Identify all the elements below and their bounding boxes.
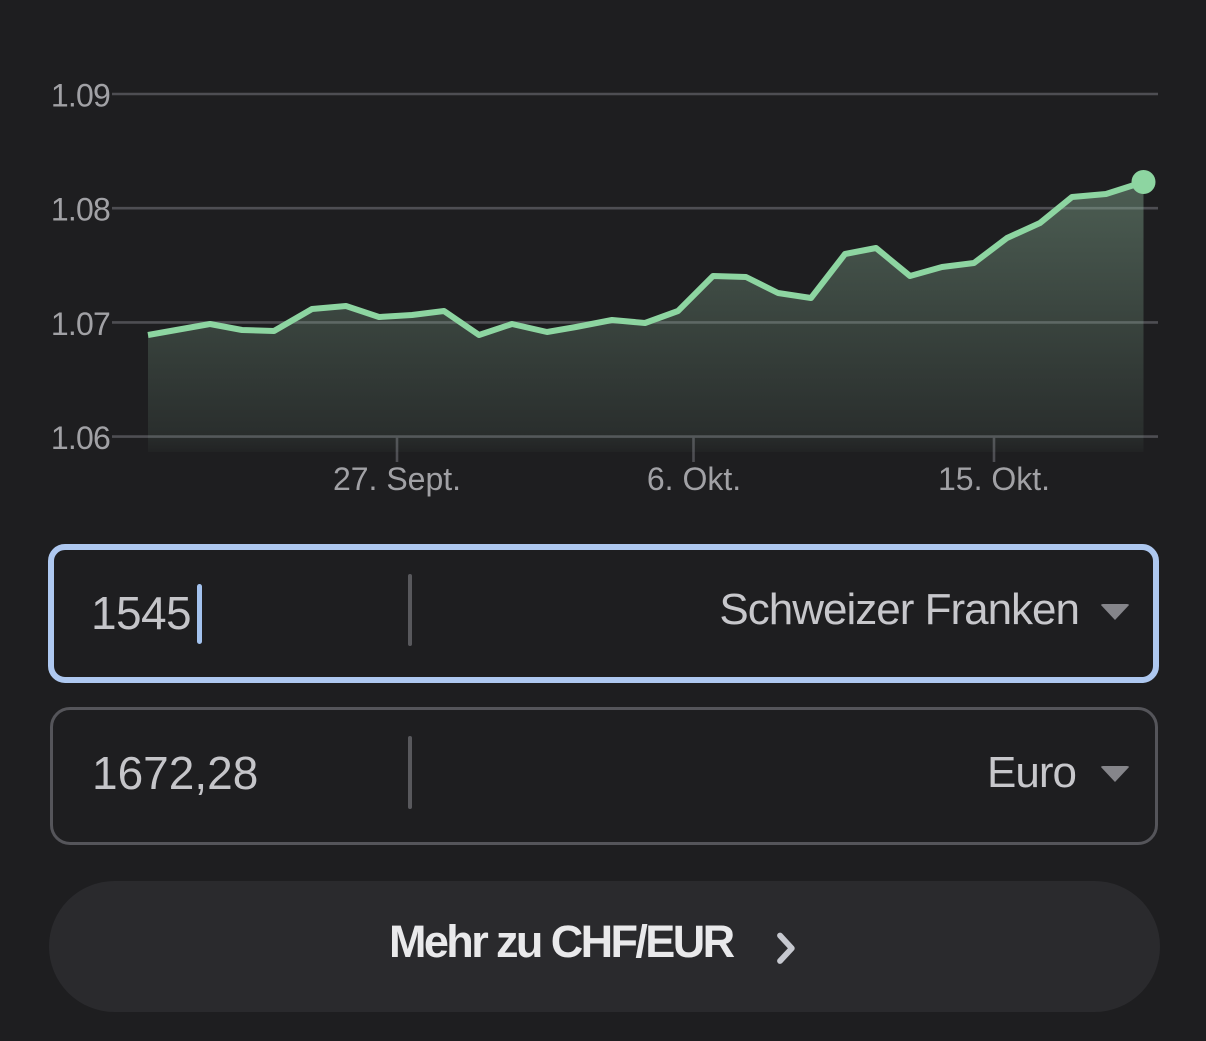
svg-text:27. Sept.: 27. Sept.: [333, 461, 461, 497]
svg-text:15. Okt.: 15. Okt.: [938, 461, 1050, 497]
svg-text:1.08: 1.08: [51, 192, 110, 228]
svg-text:1.06: 1.06: [51, 420, 110, 456]
svg-text:1.07: 1.07: [51, 306, 110, 342]
svg-text:1.09: 1.09: [51, 78, 110, 114]
svg-text:6. Okt.: 6. Okt.: [647, 461, 741, 497]
